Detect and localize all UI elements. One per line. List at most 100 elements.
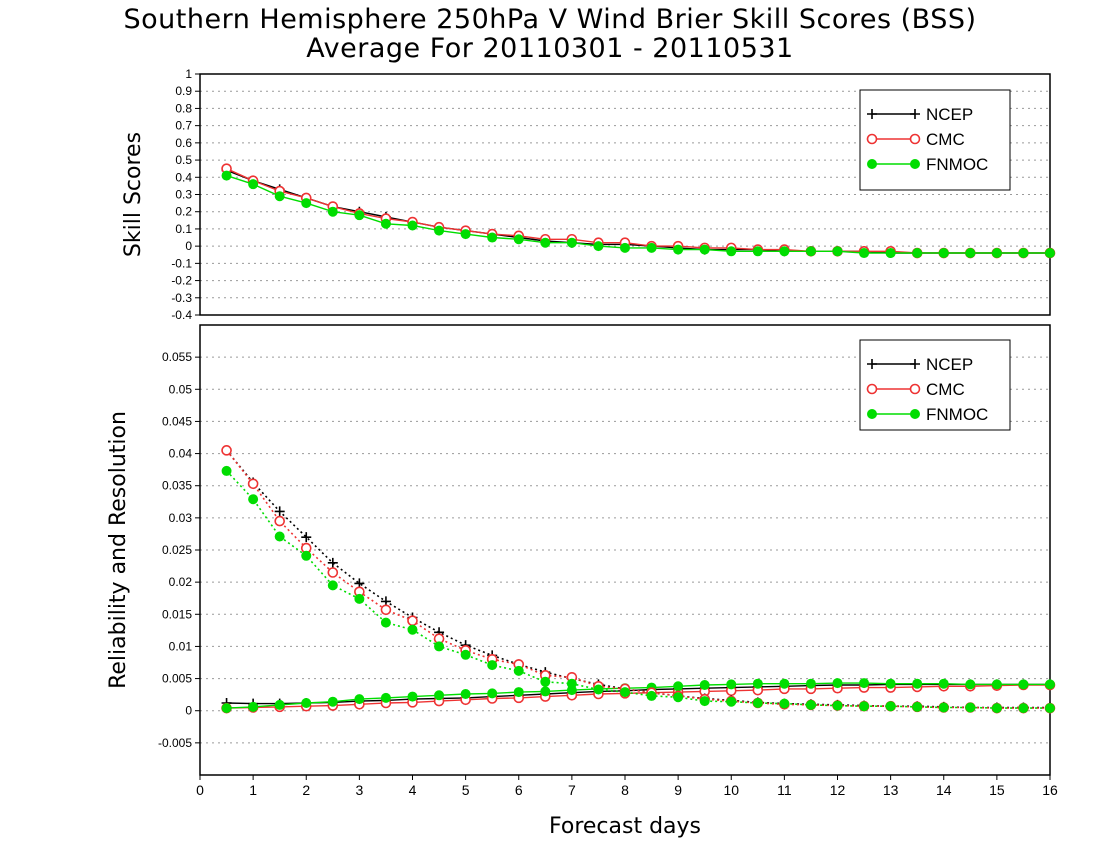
point-circle-filled [380, 692, 391, 703]
point-circle-open [407, 615, 418, 627]
x-tick-label: 13 [883, 782, 899, 798]
y-tick-label: 0.02 [169, 575, 193, 589]
point-circle-filled [699, 244, 710, 255]
point-plus [274, 506, 285, 517]
x-tick-label: 9 [674, 782, 682, 798]
y-tick-label: 0.005 [162, 672, 192, 686]
point-circle-filled [1018, 703, 1029, 714]
point-circle-filled [779, 678, 790, 689]
legend: NCEP CMC FNMOC [859, 339, 1011, 431]
series-line [225, 449, 1050, 709]
point-circle-filled [965, 702, 976, 713]
y-tick-label: 0.015 [162, 607, 192, 621]
legend-entry-cmc: CMC [866, 380, 965, 399]
point-plus [867, 359, 877, 369]
point-circle-filled [673, 692, 684, 703]
y-tick-label: -0.2 [171, 274, 192, 288]
point-circle-open [866, 133, 878, 145]
point-circle-filled [1045, 248, 1055, 259]
x-axis-title: Forecast days [549, 814, 701, 839]
point-circle-filled [513, 234, 524, 245]
y-tick-label: 0.2 [175, 205, 192, 219]
point-circle-filled [380, 617, 391, 628]
series-fnmoc-skill [221, 170, 1055, 259]
point-circle-filled [540, 237, 551, 248]
y-tick-label: 0.6 [175, 136, 192, 150]
point-circle-filled [885, 678, 896, 689]
point-circle-filled [859, 248, 870, 259]
point-circle-filled [460, 649, 471, 660]
y-tick-label: 0.9 [175, 84, 192, 98]
point-circle-filled [434, 690, 445, 701]
x-tick-label: 5 [462, 782, 470, 798]
point-circle-filled [380, 218, 391, 229]
point-circle-filled [832, 700, 843, 711]
point-circle-filled [938, 248, 949, 259]
legend: NCEP CMC FNMOC [859, 89, 1011, 191]
point-circle-filled [805, 699, 816, 710]
plot-frame [199, 73, 1051, 316]
point-circle-filled [1045, 679, 1055, 690]
point-circle-filled [805, 246, 816, 257]
x-tick-label: 14 [936, 782, 952, 798]
point-circle-filled [885, 701, 896, 712]
point-circle-filled [248, 701, 259, 712]
y-tick-label: 0.5 [175, 153, 192, 167]
point-circle-open [327, 567, 339, 578]
point-circle-filled [912, 248, 923, 259]
y-tick-label: -0.1 [171, 256, 192, 270]
y-tick-label: 1 [185, 67, 192, 81]
y-tick-label: 0.04 [169, 447, 193, 461]
point-circle-filled [407, 691, 418, 702]
panel-top: -0.4 -0.3 -0.2 -0.1 0 0.1 0.2 0.3 0.4 0.5 0.6 0.7 0.… [121, 67, 1056, 322]
legend-entry-ncep: NCEP [867, 105, 973, 124]
x-tick-label: 6 [515, 782, 523, 798]
point-circle-filled [487, 660, 498, 671]
x-tick-label: 16 [1042, 782, 1058, 798]
y-tick-label: -0.3 [171, 291, 192, 305]
point-circle-filled [673, 681, 684, 692]
series-fnmoc-resolution [221, 678, 1055, 714]
point-circle-filled [779, 246, 790, 257]
point-circle-filled [301, 198, 312, 209]
point-circle-open [380, 604, 392, 616]
point-circle-filled [859, 678, 870, 689]
point-circle-filled [407, 220, 418, 231]
point-circle-filled [248, 494, 259, 505]
point-circle-filled [540, 676, 551, 687]
legend-box [859, 339, 1011, 431]
point-circle-filled [726, 696, 737, 707]
point-circle-filled [540, 686, 551, 697]
point-circle-filled [354, 210, 365, 221]
point-circle-filled [991, 248, 1002, 259]
point-circle-filled [912, 701, 923, 712]
x-tick-label: 7 [568, 782, 576, 798]
point-circle-filled [301, 698, 312, 708]
chart-title-line1: Southern Hemisphere 250hPa V Wind Brier … [123, 4, 977, 35]
y-tick-label: -0.005 [158, 736, 192, 750]
point-circle-filled [274, 699, 285, 710]
y-tick-label: 0.7 [175, 119, 192, 133]
point-circle-filled [752, 678, 763, 689]
point-circle-filled [910, 159, 920, 169]
point-circle-filled [566, 237, 577, 248]
point-plus [301, 532, 312, 543]
y-tick-label: 0.03 [169, 511, 193, 525]
y-tick-label: 0.055 [162, 350, 192, 364]
legend-label: NCEP [926, 355, 973, 374]
x-tick-label: 15 [989, 782, 1005, 798]
point-circle-filled [327, 580, 338, 591]
point-circle-filled [620, 687, 630, 698]
y-tick-label: -0.4 [171, 308, 192, 322]
x-tick-label: 1 [249, 782, 257, 798]
point-circle-open [909, 133, 921, 145]
point-circle-filled [779, 698, 790, 709]
point-circle-filled [487, 232, 498, 243]
panel-bottom: -0.005 0 0.005 0.01 0.015 0.02 0.025 0.03 0.035 0… [106, 324, 1058, 839]
point-circle-filled [867, 409, 877, 419]
point-circle-filled [832, 246, 843, 257]
y-tick-label: 0.1 [175, 222, 192, 236]
point-circle-open [866, 383, 878, 395]
legend-entry-fnmoc: FNMOC [867, 155, 988, 174]
legend-label: NCEP [926, 105, 973, 124]
